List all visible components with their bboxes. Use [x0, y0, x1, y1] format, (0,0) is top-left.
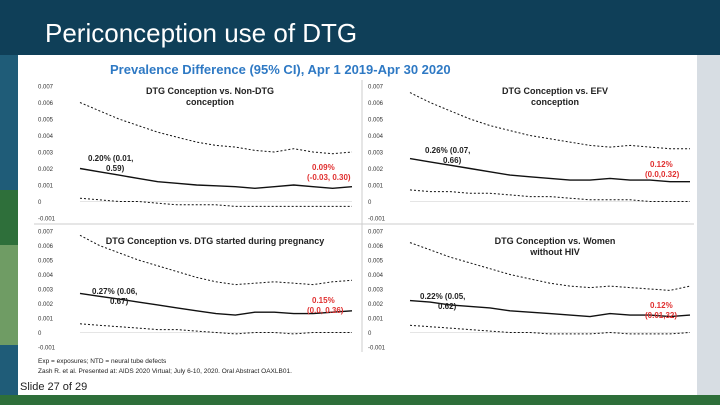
y-tick-label: 0.007 [368, 85, 384, 91]
y-tick-label: 0.005 [38, 259, 54, 265]
panel-title: DTG Conception vs. Women without HIV [495, 236, 616, 257]
slide-number: Slide 27 of 29 [20, 381, 88, 393]
y-tick-label: 0.005 [38, 118, 54, 124]
ci-line [79, 323, 352, 335]
y-tick-label: 0.004 [368, 134, 384, 140]
y-tick-label: 0.006 [368, 101, 384, 107]
chart-figure [30, 55, 696, 355]
y-tick-label: -0.001 [368, 217, 386, 223]
y-tick-label: 0.007 [38, 230, 54, 236]
panel-title: DTG Conception vs. EFV conception [502, 86, 608, 107]
y-tick-label: 0.007 [368, 230, 384, 236]
panel-title: DTG Conception vs. DTG started during pr… [106, 236, 325, 246]
y-tick-label: 0.003 [38, 151, 54, 157]
y-tick-label: 0 [368, 331, 372, 337]
start-annotation: 0.27% (0.06, 0.67) [92, 287, 137, 306]
ci-line [409, 242, 691, 291]
y-tick-label: 0.001 [38, 317, 54, 323]
y-tick-label: 0.001 [368, 317, 384, 323]
y-tick-label: -0.001 [368, 346, 386, 352]
ci-line [409, 92, 690, 150]
y-tick-label: 0.002 [38, 302, 54, 308]
ci-line [409, 324, 691, 335]
estimate-line [79, 292, 353, 316]
y-tick-label: 0.006 [38, 101, 54, 107]
y-tick-label: 0.004 [38, 273, 54, 279]
start-annotation: 0.26% (0.07, 0.66) [425, 146, 470, 165]
end-annotation: 0.12% (0.0,0.32) [645, 160, 680, 179]
y-tick-label: 0.005 [368, 259, 384, 265]
bottom-accent-bar [0, 395, 720, 405]
y-tick-label: 0 [368, 200, 372, 206]
ci-line [79, 234, 353, 286]
left-accent-strip [0, 245, 18, 345]
figure-title: Prevalence Difference (95% CI), Apr 1 20… [110, 62, 451, 77]
y-tick-label: 0.007 [38, 85, 54, 91]
left-accent-strip [0, 55, 18, 190]
end-annotation: 0.12% (0.01,32) [645, 301, 677, 320]
y-tick-label: 0.006 [38, 244, 54, 250]
y-tick-label: 0.002 [368, 167, 384, 173]
y-tick-label: -0.001 [38, 346, 56, 352]
y-tick-label: 0.004 [38, 134, 54, 140]
end-annotation: 0.09% (-0.03, 0.30) [307, 163, 351, 182]
left-accent-strip [0, 190, 18, 245]
start-annotation: 0.22% (0.05, 0.62) [420, 292, 465, 311]
start-annotation: 0.20% (0.01, 0.59) [88, 154, 133, 173]
estimate-line [409, 157, 690, 183]
left-accent-strip [0, 345, 18, 395]
ci-line [409, 189, 690, 202]
y-tick-label: 0.001 [368, 184, 384, 190]
y-tick-label: 0.003 [368, 151, 384, 157]
estimate-line [79, 167, 353, 190]
footnote-abbreviations: Exp = exposures; NTD = neural tube defec… [38, 358, 167, 365]
slide-title: Periconception use of DTG [45, 18, 358, 48]
y-tick-label: 0.004 [368, 273, 384, 279]
right-accent-strip [697, 55, 720, 395]
ci-line [79, 197, 352, 207]
y-tick-label: 0.006 [368, 244, 384, 250]
estimate-line [409, 299, 691, 318]
y-tick-label: -0.001 [38, 217, 56, 223]
y-tick-label: 0 [38, 200, 42, 206]
y-tick-label: 0.003 [38, 288, 54, 294]
y-tick-label: 0.005 [368, 118, 384, 124]
y-tick-label: 0 [38, 331, 42, 337]
footnote-citation: Zash R. et al. Presented at: AIDS 2020 V… [38, 368, 292, 375]
end-annotation: 0.15% (0.0, 0.36) [307, 296, 344, 315]
y-tick-label: 0.001 [38, 184, 54, 190]
y-tick-label: 0.003 [368, 288, 384, 294]
y-tick-label: 0.002 [38, 167, 54, 173]
panel-title: DTG Conception vs. Non-DTG conception [146, 86, 274, 107]
slide-header: Periconception use of DTG [0, 0, 720, 55]
ci-line [79, 102, 353, 155]
y-tick-label: 0.002 [368, 302, 384, 308]
